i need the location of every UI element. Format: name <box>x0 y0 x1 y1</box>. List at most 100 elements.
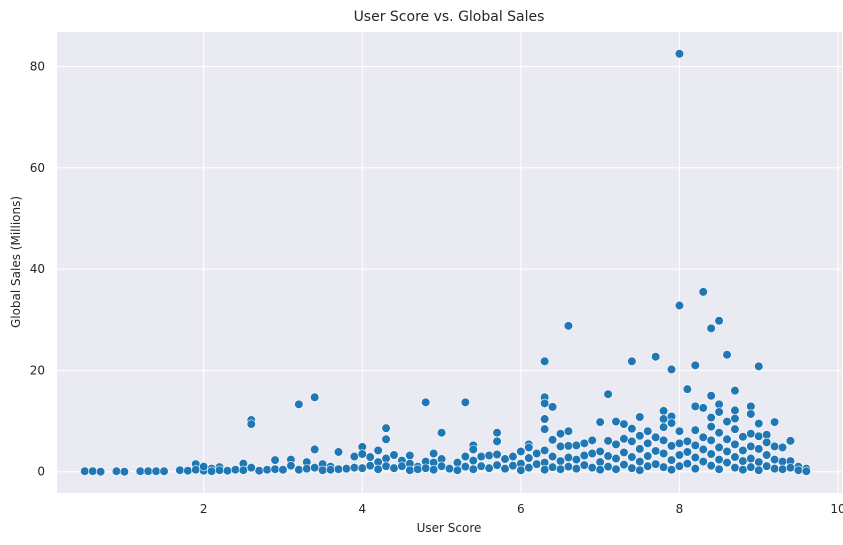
scatter-point <box>658 422 669 432</box>
y-tick-label: 60 <box>30 161 45 175</box>
scatter-point <box>325 465 336 475</box>
scatter-point <box>666 441 677 451</box>
scatter-point <box>770 454 780 465</box>
scatter-point <box>540 398 550 408</box>
scatter-point <box>690 464 700 474</box>
scatter-point <box>436 461 447 471</box>
scatter-point <box>587 463 597 473</box>
scatter-point <box>754 418 764 429</box>
scatter-point <box>476 451 486 462</box>
scatter-point <box>635 431 645 441</box>
scatter-point <box>651 432 661 442</box>
scatter-point <box>627 452 637 462</box>
scatter-point <box>674 461 685 471</box>
scatter-point <box>706 461 716 471</box>
scatter-point <box>738 445 748 456</box>
scatter-point <box>563 426 574 436</box>
scatter-point <box>547 402 558 412</box>
scatter-point <box>579 450 589 461</box>
x-tick-label: 6 <box>517 502 525 516</box>
scatter-point <box>508 461 518 471</box>
x-tick-label: 8 <box>676 502 684 516</box>
scatter-point <box>492 428 502 438</box>
scatter-point <box>143 466 153 476</box>
scatter-point <box>540 414 550 424</box>
scatter-point <box>730 405 740 416</box>
scatter-point <box>651 459 661 469</box>
scatter-point <box>706 412 716 423</box>
y-tick-label: 40 <box>30 262 45 276</box>
scatter-point <box>381 434 391 444</box>
scatter-point <box>540 356 550 366</box>
scatter-point <box>666 418 677 428</box>
scatter-point <box>381 461 391 471</box>
scatter-point <box>278 465 288 475</box>
scatter-point <box>730 424 740 434</box>
scatter-point <box>611 416 621 427</box>
scatter-point <box>111 466 122 476</box>
y-tick-label: 20 <box>30 363 45 377</box>
scatter-point <box>373 464 383 474</box>
scatter-point <box>722 434 732 444</box>
scatter-point <box>524 463 534 473</box>
scatter-point <box>619 460 629 470</box>
scatter-point <box>405 465 415 475</box>
scatter-point <box>333 464 344 474</box>
scatter-point <box>349 451 359 462</box>
scatter-point <box>500 464 510 474</box>
scatter-point <box>651 352 661 362</box>
scatter-point <box>690 401 700 411</box>
scatter-point <box>555 429 566 439</box>
scatter-point <box>555 456 566 466</box>
scatter-point <box>746 409 756 419</box>
x-tick-labels: 2 4 6 8 10 <box>200 502 843 516</box>
scatter-point <box>619 434 629 444</box>
scatter-point <box>389 450 399 460</box>
scatter-point <box>635 412 645 422</box>
scatter-point <box>762 461 772 471</box>
scatter-point <box>658 414 669 424</box>
scatter-point <box>214 465 225 475</box>
scatter-point <box>674 300 685 311</box>
x-axis-label: User Score <box>417 521 482 535</box>
scatter-point <box>555 441 566 451</box>
scatter-point <box>674 49 685 59</box>
scatter-point <box>270 455 280 465</box>
scatter-point <box>730 386 740 396</box>
scatter-point <box>754 444 764 454</box>
scatter-point <box>635 465 645 475</box>
scatter-point <box>770 464 780 474</box>
scatter-point <box>183 466 193 476</box>
scatter-point <box>460 397 470 407</box>
scatter-point <box>674 450 685 460</box>
scatter-point <box>746 453 756 464</box>
scatter-point <box>785 463 796 473</box>
scatter-point <box>682 447 692 457</box>
scatter-point <box>714 442 724 453</box>
scatter-point <box>532 459 542 469</box>
scatter-point <box>191 465 201 475</box>
scatter-point <box>714 464 724 474</box>
scatter-point <box>603 436 613 446</box>
scatter-point <box>714 407 724 417</box>
scatter-point <box>714 454 724 465</box>
scatter-point <box>738 456 748 466</box>
scatter-point <box>484 463 494 473</box>
y-tick-labels: 0 20 40 60 80 <box>30 59 45 478</box>
scatter-point <box>508 451 518 462</box>
scatter-point <box>595 417 605 427</box>
x-tick-label: 2 <box>200 502 208 516</box>
scatter-point <box>754 465 764 475</box>
scatter-point <box>754 431 764 441</box>
scatter-point <box>524 442 534 453</box>
scatter-point <box>397 461 407 471</box>
scatter-point <box>238 465 248 475</box>
scatter-point <box>674 426 685 436</box>
scatter-point <box>365 452 375 462</box>
scatter-point <box>135 466 145 476</box>
scatter-point <box>516 446 526 457</box>
scatter-point <box>666 465 677 475</box>
scatter-point <box>175 465 185 475</box>
scatter-point <box>579 438 589 448</box>
scatter-point <box>460 451 470 462</box>
